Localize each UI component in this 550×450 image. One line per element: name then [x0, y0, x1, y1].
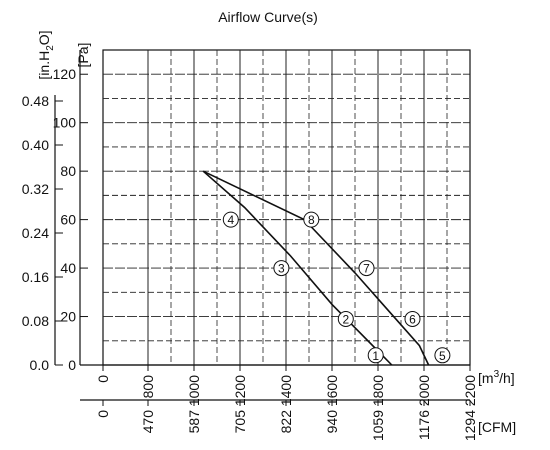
- chart-title: Airflow Curve(s): [218, 9, 318, 25]
- curve-marker-label: 2: [342, 312, 349, 326]
- pa-tick-label: 20: [60, 309, 76, 325]
- inh2o-unit-tail: O]: [36, 30, 52, 45]
- m3h-tick-label: 800: [140, 375, 156, 399]
- curves: [202, 170, 430, 366]
- m3h-unit-tail: /h]: [499, 370, 515, 386]
- pa-tick-label: 120: [53, 66, 77, 82]
- inh2o-unit-main: [in.H: [36, 51, 52, 80]
- cfm-tick-label: 470: [140, 410, 156, 434]
- curve-marker-label: 8: [308, 213, 315, 227]
- curve-marker-label: 3: [278, 262, 285, 276]
- plot-grid: [102, 49, 471, 366]
- inh2o-tick-label: 0.40: [22, 137, 49, 153]
- m3h-unit-main: [m: [478, 370, 494, 386]
- m3h-tick-label: 1400: [278, 375, 294, 406]
- m3h-unit-label: [m3/h]: [478, 369, 515, 386]
- pa-unit-label: [Pa]: [75, 43, 91, 68]
- m3h-tick-label: 2000: [416, 375, 432, 406]
- m3h-tick-label: 1800: [370, 375, 386, 406]
- cfm-tick-label: 587: [186, 410, 202, 434]
- airflow-curve-line: [202, 170, 430, 366]
- curve-marker-circle: [303, 211, 320, 228]
- airflow-curve-line: [202, 170, 393, 366]
- curve-marker-circle: [404, 310, 421, 327]
- cfm-tick-label: 1176: [416, 410, 432, 440]
- curve-marker-circle: [358, 260, 375, 277]
- curve-markers: 1 2 3 4 5 6 7 8: [222, 211, 451, 364]
- curve-marker-circle: [434, 347, 451, 364]
- cfm-tick-label: 705: [232, 410, 248, 434]
- m3h-tick-label: 1000: [186, 375, 202, 406]
- inh2o-tick-label: 0.16: [22, 269, 49, 285]
- m3h-tick-label: 1600: [324, 375, 340, 406]
- pa-tick-label: 40: [60, 260, 76, 276]
- curve-marker-circle: [273, 260, 290, 277]
- pa-tick-label: 0: [68, 357, 76, 373]
- cfm-tick-label: 1059: [370, 410, 386, 441]
- m3h-unit-sup: 3: [494, 369, 500, 380]
- axis-labels: 0204060801001200.00.080.160.240.320.400.…: [22, 30, 516, 441]
- curve-marker-label: 7: [363, 262, 370, 276]
- curve-marker-label: 6: [409, 312, 416, 326]
- inh2o-unit-label: [in.H2O]: [36, 30, 56, 79]
- inh2o-tick-label: 0.48: [22, 93, 49, 109]
- curve-marker-label: 1: [372, 349, 379, 363]
- curve-marker-circle: [367, 347, 384, 364]
- cfm-tick-label: 822: [278, 410, 294, 434]
- m3h-tick-label: 1200: [232, 375, 248, 406]
- inh2o-unit-sub: 2: [45, 45, 56, 51]
- cfm-tick-label: 0: [95, 410, 111, 418]
- inh2o-tick-label: 0.0: [30, 357, 50, 373]
- curve-marker-circle: [337, 310, 354, 327]
- pa-tick-label: 60: [60, 212, 76, 228]
- m3h-tick-label: 0: [95, 375, 111, 383]
- m3h-tick-label: 2200: [462, 375, 478, 406]
- curve-marker-circle: [222, 211, 239, 228]
- axes: [54, 50, 471, 406]
- inh2o-tick-label: 0.32: [22, 181, 49, 197]
- cfm-unit-label: [CFM]: [478, 419, 516, 435]
- pa-tick-label: 100: [53, 115, 77, 131]
- cfm-tick-label: 1294: [462, 410, 478, 441]
- inh2o-tick-label: 0.24: [22, 225, 49, 241]
- cfm-tick-label: 940: [324, 410, 340, 434]
- pa-tick-label: 80: [60, 163, 76, 179]
- inh2o-tick-label: 0.08: [22, 313, 49, 329]
- curve-marker-label: 5: [439, 349, 446, 363]
- curve-marker-label: 4: [227, 213, 234, 227]
